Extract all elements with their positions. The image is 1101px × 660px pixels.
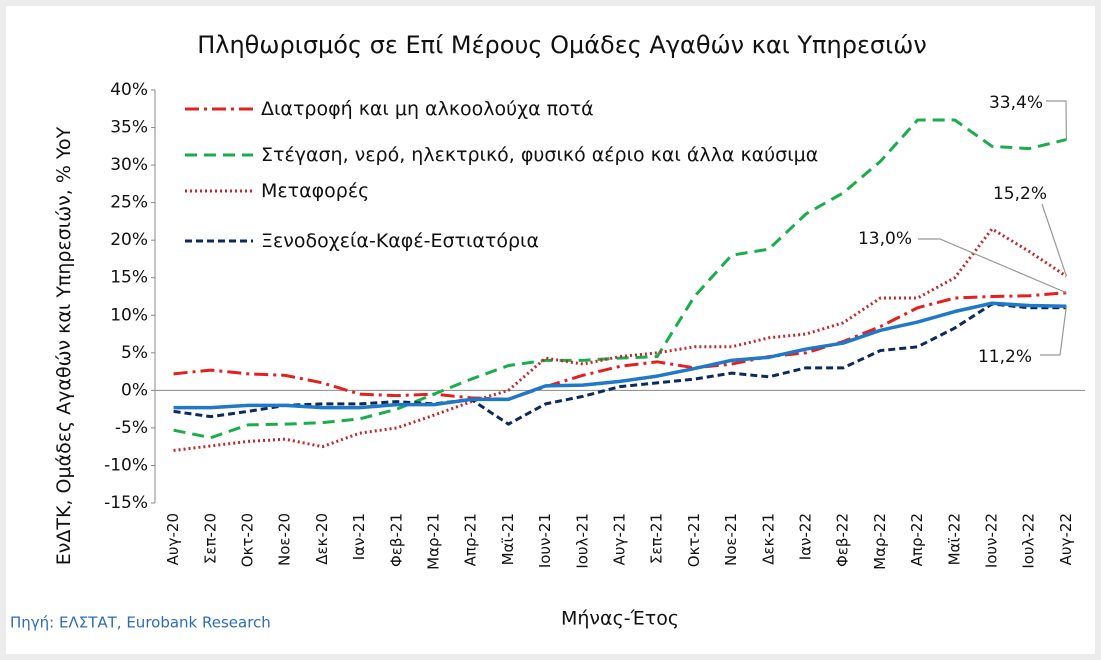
x-tick-label: Απρ-21 <box>462 513 480 566</box>
x-tick-label: Φεβ-22 <box>834 513 852 567</box>
x-tick-label: Νοε-20 <box>276 513 294 566</box>
legend-item: Στέγαση, νερό, ηλεκτρικό, φυσικό αέριο κ… <box>181 142 861 168</box>
series-line <box>173 227 1068 452</box>
legend-label: Ξενοδοχεία-Καφέ-Εστιατόρια <box>261 230 539 252</box>
series-line <box>173 301 1067 410</box>
legend-label: Διατροφή και μη αλκοολούχα ποτά <box>261 98 594 120</box>
legend: Διατροφή και μη αλκοολούχα ποτά Στέγαση, … <box>181 96 861 264</box>
y-tick-label: 25% <box>110 193 148 213</box>
legend-swatch <box>185 189 253 193</box>
x-tick-label: Αυγ-20 <box>164 513 182 565</box>
y-tick-label: 40% <box>110 80 148 100</box>
y-tick-label: -15% <box>104 493 148 513</box>
y-tick-label: -10% <box>104 455 148 475</box>
x-tick-label: Μαρ-22 <box>871 513 889 570</box>
source-note: Πηγή: ΕΛΣΤΑΤ, Eurobank Research <box>10 614 271 632</box>
legend-swatch <box>185 107 253 111</box>
chart-panel: Πληθωρισμός σε Επί Μέρους Ομάδες Αγαθών … <box>6 6 1095 654</box>
annotation: 11,2% <box>978 347 1032 367</box>
x-tick-label: Ιουλ-21 <box>573 513 591 569</box>
annotation: 33,4% <box>989 93 1043 113</box>
legend-item: Ξενοδοχεία-Καφέ-Εστιατόρια <box>181 228 861 254</box>
legend-label: Μεταφορές <box>261 180 370 202</box>
y-tick-label: 5% <box>121 343 148 363</box>
annotation-leader <box>1040 306 1067 356</box>
x-tick-label: Αυγ-22 <box>1057 513 1075 565</box>
y-tick-label: 35% <box>110 118 148 138</box>
legend-item: Μεταφορές <box>181 178 861 204</box>
x-tick-label: Απρ-22 <box>908 513 926 566</box>
legend-label: Στέγαση, νερό, ηλεκτρικό, φυσικό αέριο κ… <box>261 144 819 166</box>
x-tick-label: Σεπ-20 <box>201 513 219 564</box>
x-tick-label: Φεβ-21 <box>387 513 405 567</box>
legend-item: Διατροφή και μη αλκοολούχα ποτά <box>181 96 861 122</box>
x-axis-label: Μήνας-Έτος <box>561 608 679 630</box>
x-tick-label: Μαϊ-21 <box>499 513 517 565</box>
x-tick-label: Δεκ-20 <box>313 513 331 565</box>
x-tick-label: Δεκ-21 <box>759 513 777 565</box>
x-tick-label: Σεπ-21 <box>648 513 666 564</box>
x-tick-label: Ιουν-21 <box>536 513 554 568</box>
x-tick-label: Οκτ-20 <box>239 513 257 567</box>
x-tick-label: Μαϊ-22 <box>945 513 963 565</box>
y-axis-label: ΕνΔΤΚ, Ομάδες Αγαθών και Υπηρεσιών, % Yo… <box>53 126 75 566</box>
series-line <box>173 291 1067 401</box>
x-tick-label: Ιουλ-22 <box>1020 513 1038 569</box>
annotation-leader <box>1041 203 1067 277</box>
annotation: 15,2% <box>993 184 1047 204</box>
x-tick-label: Ιαν-21 <box>350 513 368 560</box>
chart-title: Πληθωρισμός σε Επί Μέρους Ομάδες Αγαθών … <box>197 31 927 59</box>
chart: Πληθωρισμός σε Επί Μέρους Ομάδες Αγαθών … <box>10 31 1085 632</box>
annotation: 13,0% <box>858 229 912 249</box>
legend-swatch <box>185 239 253 243</box>
y-tick-label: 0% <box>121 380 148 400</box>
series-line <box>173 302 1067 426</box>
annotation-leader <box>1046 100 1067 140</box>
x-tick-label: Ιουν-22 <box>983 513 1001 568</box>
x-tick-label: Νοε-21 <box>722 513 740 566</box>
y-tick-label: 30% <box>110 155 148 175</box>
y-tick-label: 15% <box>110 268 148 288</box>
x-tick-label: Αυγ-21 <box>611 513 629 565</box>
y-tick-label: -5% <box>115 418 148 438</box>
y-tick-label: 20% <box>110 230 148 250</box>
series-line <box>173 118 1067 440</box>
y-tick-label: 10% <box>110 305 148 325</box>
x-tick-label: Μαρ-21 <box>425 513 443 570</box>
x-tick-label: Ιαν-22 <box>797 513 815 560</box>
legend-swatch <box>185 153 253 157</box>
x-tick-label: Οκτ-21 <box>685 513 703 567</box>
annotation-leader <box>918 238 1067 294</box>
